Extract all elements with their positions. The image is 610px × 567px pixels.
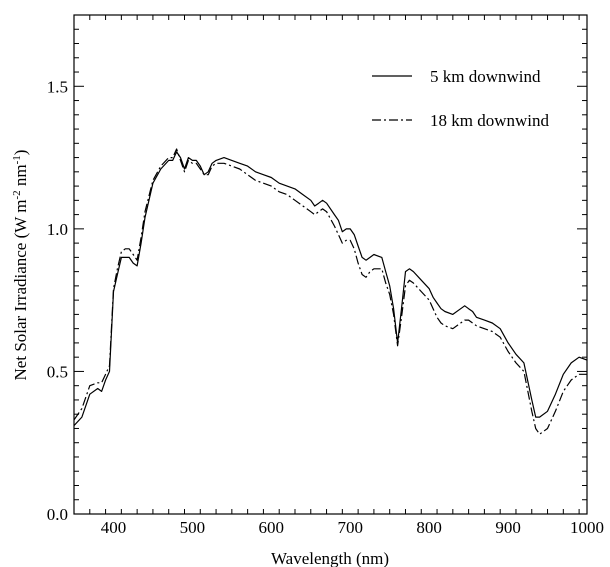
y-axis-label-main: Net Solar Irradiance (W m <box>11 200 30 381</box>
y-axis-label-sup1: -2 <box>11 190 23 199</box>
legend-label-5km: 5 km downwind <box>430 67 541 86</box>
axis-ticks <box>73 14 587 515</box>
y-axis-label-sup2: -1 <box>11 155 23 164</box>
x-tick-label: 400 <box>101 518 127 537</box>
x-tick-label: 700 <box>337 518 363 537</box>
legend: 5 km downwind 18 km downwind <box>372 67 550 130</box>
x-axis-label: Wavelength (nm) <box>271 549 389 567</box>
y-tick-label: 1.0 <box>47 220 68 239</box>
plot-lines <box>74 148 587 435</box>
plot-frame <box>73 14 588 515</box>
y-axis-label: Net Solar Irradiance (W m-2 nm-1) <box>11 150 30 381</box>
y-axis-label-end: ) <box>11 150 30 156</box>
y-tick-label: 0.5 <box>47 362 68 381</box>
x-tick-label: 800 <box>416 518 442 537</box>
x-tick-label: 600 <box>259 518 285 537</box>
series-line-2 <box>74 148 587 435</box>
y-tick-label: 1.5 <box>47 77 68 96</box>
y-axis-label-mid: nm <box>11 164 30 190</box>
x-tick-label: 900 <box>495 518 521 537</box>
series-line-1 <box>74 151 587 427</box>
x-tick-label: 1000 <box>570 518 604 537</box>
x-tick-label: 500 <box>180 518 206 537</box>
legend-label-18km: 18 km downwind <box>430 111 550 130</box>
y-tick-label: 0.0 <box>47 505 68 524</box>
tick-labels: 400 500 600 700 800 900 1000 0.0 0.5 1.0 1.5 <box>47 77 604 537</box>
